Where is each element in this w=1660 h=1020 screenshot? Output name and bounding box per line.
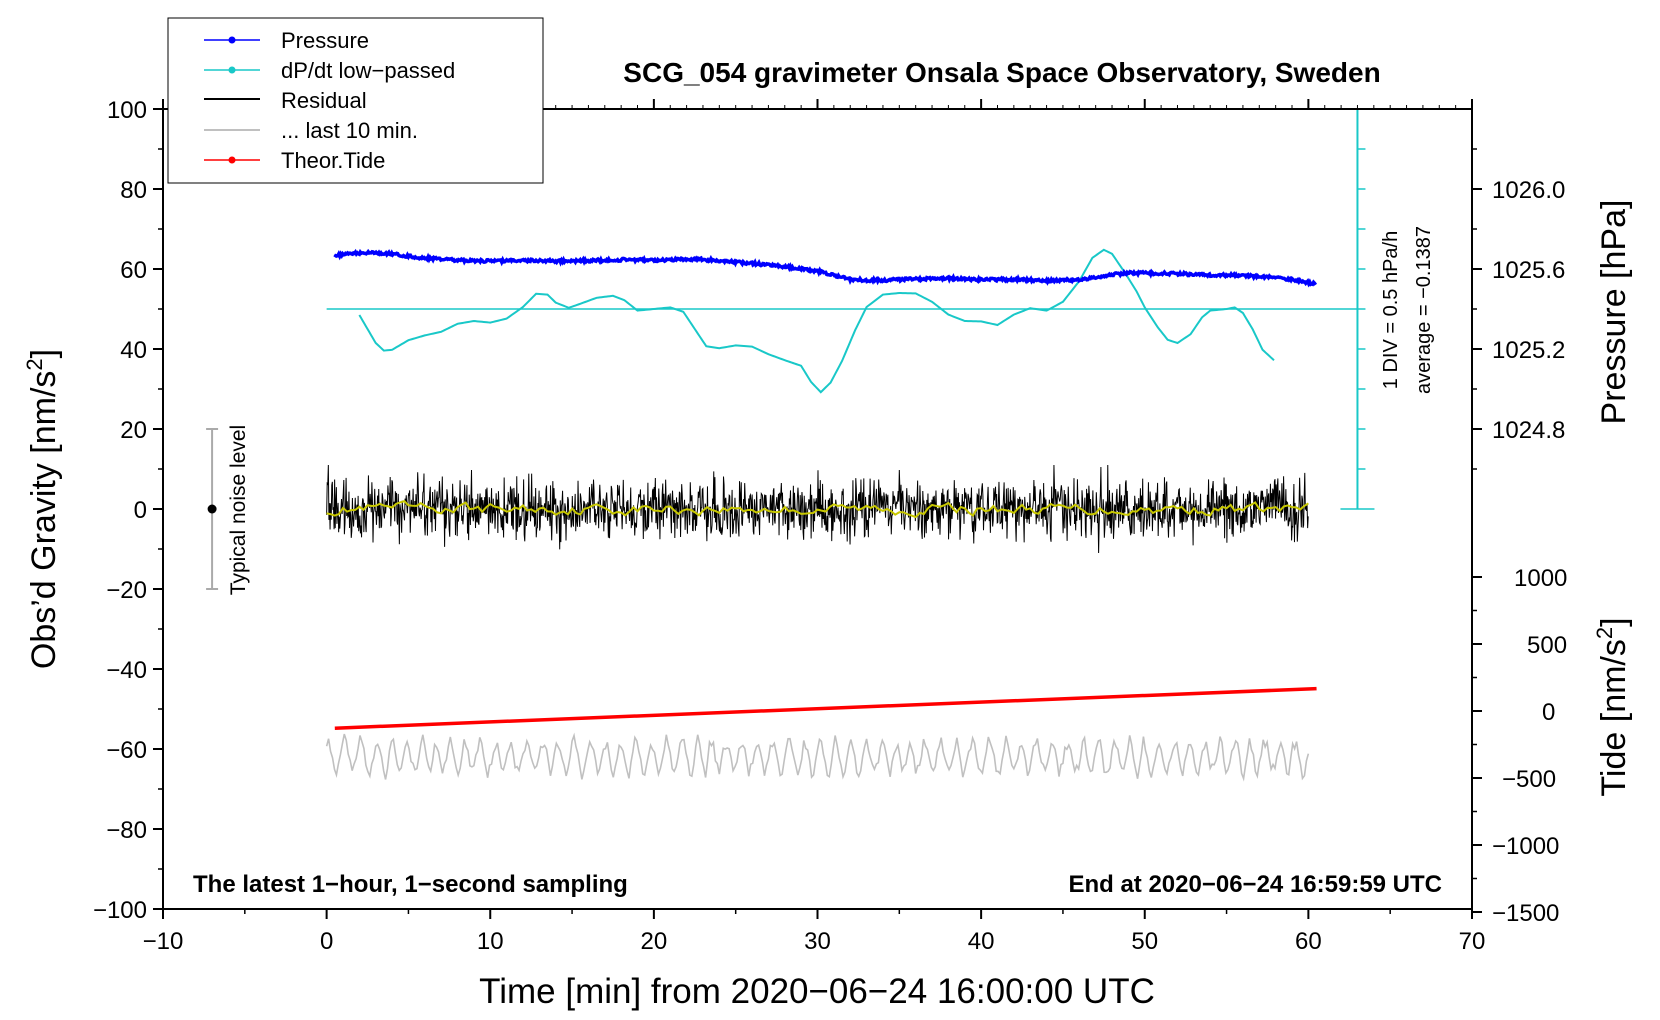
legend-marker-dpdt (228, 66, 236, 74)
residual-smoothed-line (326, 500, 1309, 519)
axis-ticks: −10 0 10 20 30 40 50 60 70100806040200−20−40−60−… (93, 97, 1567, 955)
legend-label-last10: ... last 10 min. (281, 118, 418, 143)
y-tick-label: −40 (106, 657, 147, 684)
legend: Pressure dP/dt low−passed Residual ... l… (167, 17, 544, 184)
legend-box (167, 17, 544, 184)
y-tick-label: 40 (120, 337, 147, 364)
legend-label-pressure: Pressure (281, 28, 369, 53)
pressure-line (333, 248, 1318, 288)
sampling-annotation: The latest 1−hour, 1−second sampling (193, 871, 628, 898)
gravity-label-end: ] (25, 349, 63, 358)
theoretical-tide-line (334, 686, 1317, 730)
dpdt-line (358, 248, 1275, 394)
y-axis-label-tide: Tide [nm/s2] (1592, 617, 1633, 796)
pressure-tick-label: 1025.2 (1492, 337, 1565, 364)
y-tick-label: 100 (107, 97, 147, 124)
tide-label-main: Tide [nm/s (1595, 639, 1633, 796)
x-tick-label: 10 (477, 928, 504, 955)
tide-tick-label: −500 (1502, 766, 1556, 793)
legend-entry-dpdt: dP/dt low−passed (204, 58, 455, 83)
x-tick-label: 50 (1131, 928, 1158, 955)
pressure-tick-label: 1025.6 (1492, 257, 1565, 284)
chart-title: SCG_054 gravimeter Onsala Space Observat… (623, 57, 1380, 88)
x-axis-label: Time [min] from 2020−06−24 16:00:00 UTC (479, 972, 1155, 1011)
noise-level-label: Typical noise level (227, 425, 250, 595)
pressure-tick-label: 1026.0 (1492, 177, 1565, 204)
legend-entry-pressure: Pressure (204, 28, 369, 53)
y-tick-label: −100 (93, 897, 147, 924)
y-tick-label: −20 (106, 577, 147, 604)
legend-marker-tide (228, 156, 236, 164)
dpdt-scale-div-label: 1 DIV = 0.5 hPa/h (1380, 231, 1402, 389)
tide-label-superscript: 2 (1592, 627, 1617, 639)
x-tick-label: 0 (320, 928, 333, 955)
gravity-label-main: Obs’d Gravity [nm/s (25, 371, 63, 670)
tide-tick-label: −1500 (1492, 900, 1559, 927)
y-axis-label-gravity: Obs’d Gravity [nm/s2] (22, 349, 63, 669)
residual-line (326, 464, 1309, 554)
noise-level-center-dot (207, 504, 217, 514)
legend-label-tide: Theor.Tide (281, 148, 385, 173)
tide-tick-label: 1000 (1514, 565, 1567, 592)
y-tick-label: 80 (120, 177, 147, 204)
gravity-label-superscript: 2 (22, 358, 47, 370)
legend-marker-pressure (228, 36, 236, 44)
legend-entry-last10: ... last 10 min. (204, 118, 418, 143)
x-tick-label: 30 (804, 928, 831, 955)
legend-label-residual: Residual (281, 88, 367, 113)
x-tick-label: 40 (968, 928, 995, 955)
legend-label-dpdt: dP/dt low−passed (281, 58, 455, 83)
y-tick-label: −60 (106, 737, 147, 764)
x-tick-label: −10 (143, 928, 184, 955)
dpdt-scale-average-label: average = −0.1387 (1413, 226, 1435, 394)
x-tick-label: 70 (1459, 928, 1486, 955)
plot-series (325, 248, 1318, 782)
y-tick-label: 20 (120, 417, 147, 444)
tide-tick-label: 500 (1527, 632, 1567, 659)
y-axis-label-pressure: Pressure [hPa] (1595, 200, 1633, 425)
tide-tick-label: 0 (1542, 699, 1555, 726)
y-tick-label: 0 (134, 497, 147, 524)
tide-label-end: ] (1595, 617, 1633, 626)
last-10-min-line (325, 732, 1310, 782)
pressure-tick-label: 1024.8 (1492, 417, 1565, 444)
y-tick-label: −80 (106, 817, 147, 844)
plot-frame (162, 108, 1473, 910)
end-time-annotation: End at 2020−06−24 16:59:59 UTC (1068, 871, 1442, 898)
noise-level-indicator: Typical noise level (206, 425, 250, 595)
x-tick-label: 60 (1295, 928, 1322, 955)
x-tick-label: 20 (641, 928, 668, 955)
y-tick-label: 60 (120, 257, 147, 284)
legend-entry-tide: Theor.Tide (204, 148, 385, 173)
tide-tick-label: −1000 (1492, 833, 1559, 860)
legend-entry-residual: Residual (204, 88, 367, 113)
